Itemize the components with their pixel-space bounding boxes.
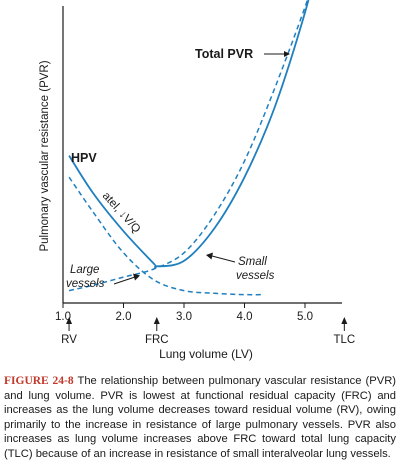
series-layer <box>68 0 310 296</box>
caption-text: The relationship between pulmonary vascu… <box>4 375 396 460</box>
figure-label: FIGURE 24-8 <box>4 375 74 387</box>
large-vessels-arrow-head <box>133 273 140 281</box>
frc-marker-label: FRC <box>145 334 169 346</box>
x-tick-label-4.0: 4.0 <box>237 311 253 323</box>
x-tick-label-3.0: 3.0 <box>176 311 192 323</box>
x-tick-layer: 1.0 2.0 3.0 4.0 5.0 <box>55 303 313 323</box>
small-vessels-label-2: vessels <box>236 270 275 282</box>
large-vessels-arrow-line <box>113 276 136 285</box>
large-vessels-label-1: Large <box>70 264 99 276</box>
x-tick-label-5.0: 5.0 <box>297 311 313 323</box>
series-total-pvr-line <box>68 0 310 269</box>
volume-marker-layer: RV FRC TLC <box>61 317 355 346</box>
rv-marker-label: RV <box>61 334 77 346</box>
series-large-vessels-line <box>68 176 263 296</box>
y-axis-label: Pulmonary vascular resistance (PVR) <box>39 60 51 251</box>
tlc-marker-label: TLC <box>333 334 355 346</box>
x-axis-label: Lung volume (LV) <box>159 347 253 361</box>
small-vessels-arrow-head <box>206 252 213 260</box>
frc-arrow-head <box>153 317 160 324</box>
series-small-vessels-line <box>68 0 309 292</box>
total-pvr-label: Total PVR <box>195 47 253 61</box>
x-tick-label-2.0: 2.0 <box>116 311 132 323</box>
pvr-lung-volume-chart: Pulmonary vascular resistance (PVR) 1.0 2… <box>39 0 355 361</box>
total-pvr-arrow-head <box>284 51 290 57</box>
large-vessels-label-2: vessels <box>66 278 105 290</box>
small-vessels-arrow-line <box>211 255 236 263</box>
x-tick-label-1.0: 1.0 <box>55 311 71 323</box>
hpv-label: HPV <box>71 151 97 165</box>
small-vessels-label-1: Small <box>238 256 267 268</box>
tlc-arrow-head <box>341 317 348 324</box>
figure-caption: FIGURE 24-8 The relationship between pul… <box>4 374 396 462</box>
rv-arrow-head <box>66 317 73 324</box>
